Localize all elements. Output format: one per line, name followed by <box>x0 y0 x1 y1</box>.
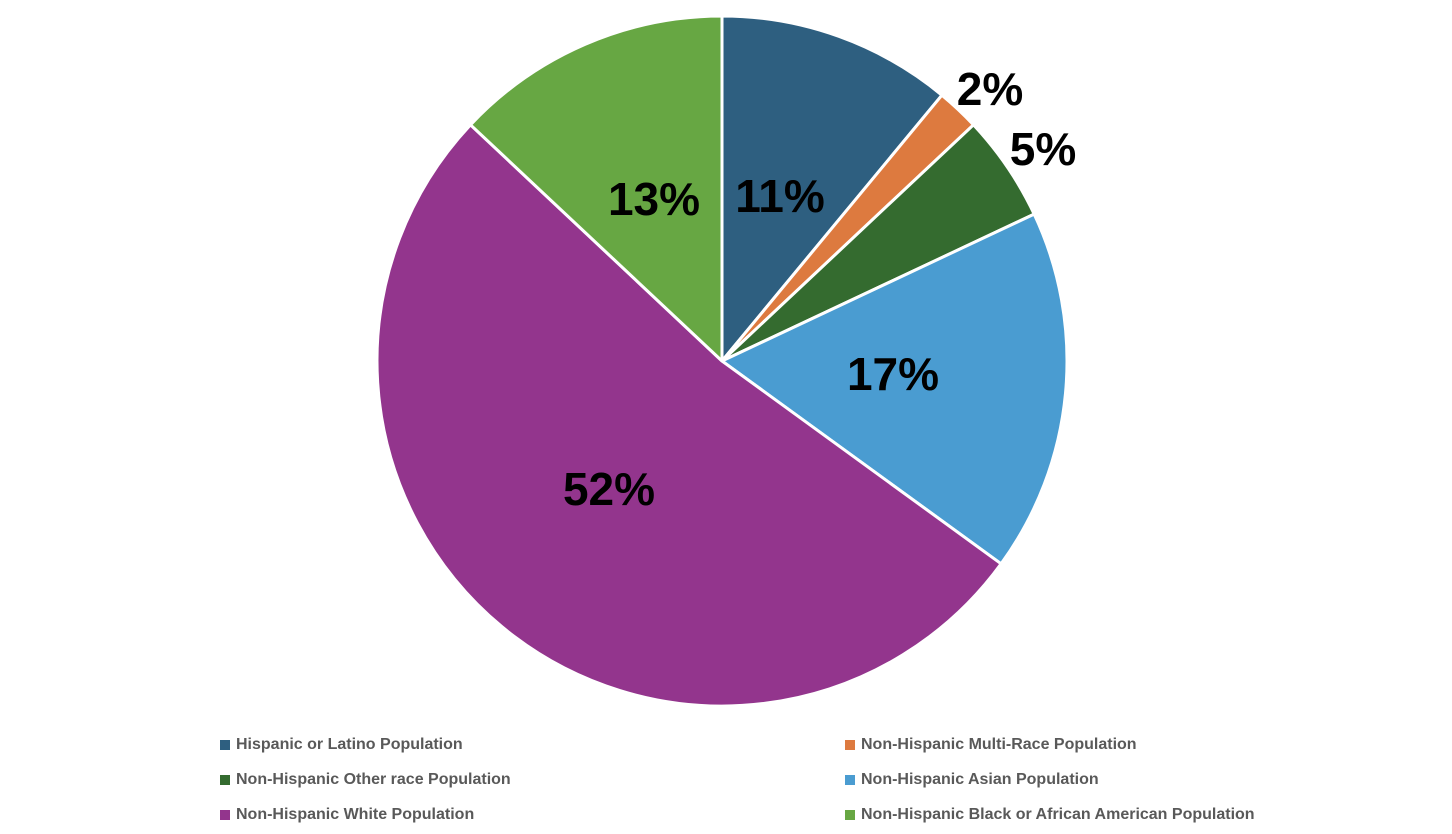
legend-label: Hispanic or Latino Population <box>236 735 463 753</box>
legend-item-multi-race: Non-Hispanic Multi-Race Population <box>845 733 1330 756</box>
legend-item-white: Non-Hispanic White Population <box>220 803 845 826</box>
pie-slice-asian <box>720 212 1069 566</box>
data-label-multi-race: 2% <box>957 63 1023 115</box>
pie-slice-white <box>375 123 1003 708</box>
legend-label: Non-Hispanic Black or African American P… <box>861 805 1255 823</box>
legend-label: Non-Hispanic White Population <box>236 805 475 823</box>
data-label-hispanic-or-latino: 11% <box>735 170 825 222</box>
legend-label: Non-Hispanic Multi-Race Population <box>861 735 1137 753</box>
legend-swatch <box>845 809 855 820</box>
legend-label: Non-Hispanic Asian Population <box>861 770 1099 788</box>
legend-swatch <box>220 809 230 820</box>
pie-slice-hispanic-or-latino <box>720 14 944 363</box>
data-label-other-race: 5% <box>1010 123 1076 175</box>
legend-swatch <box>845 774 855 785</box>
legend-item-asian: Non-Hispanic Asian Population <box>845 768 1330 791</box>
legend-item-other-race: Non-Hispanic Other race Population <box>220 768 845 791</box>
legend-swatch <box>220 739 230 750</box>
chart-legend: Hispanic or Latino Population Non-Hispan… <box>220 733 1330 826</box>
legend-item-hispanic-or-latino: Hispanic or Latino Population <box>220 733 845 756</box>
legend-swatch <box>845 739 855 750</box>
legend-swatch <box>220 774 230 785</box>
data-label-asian: 17% <box>847 348 939 400</box>
legend-item-black-or-african-american: Non-Hispanic Black or African American P… <box>845 803 1330 826</box>
pie-slice-black-or-african-american <box>469 14 724 363</box>
legend-label: Non-Hispanic Other race Population <box>236 770 511 788</box>
data-label-white: 52% <box>563 463 655 515</box>
data-label-black-or-african-american: 13% <box>608 173 700 225</box>
